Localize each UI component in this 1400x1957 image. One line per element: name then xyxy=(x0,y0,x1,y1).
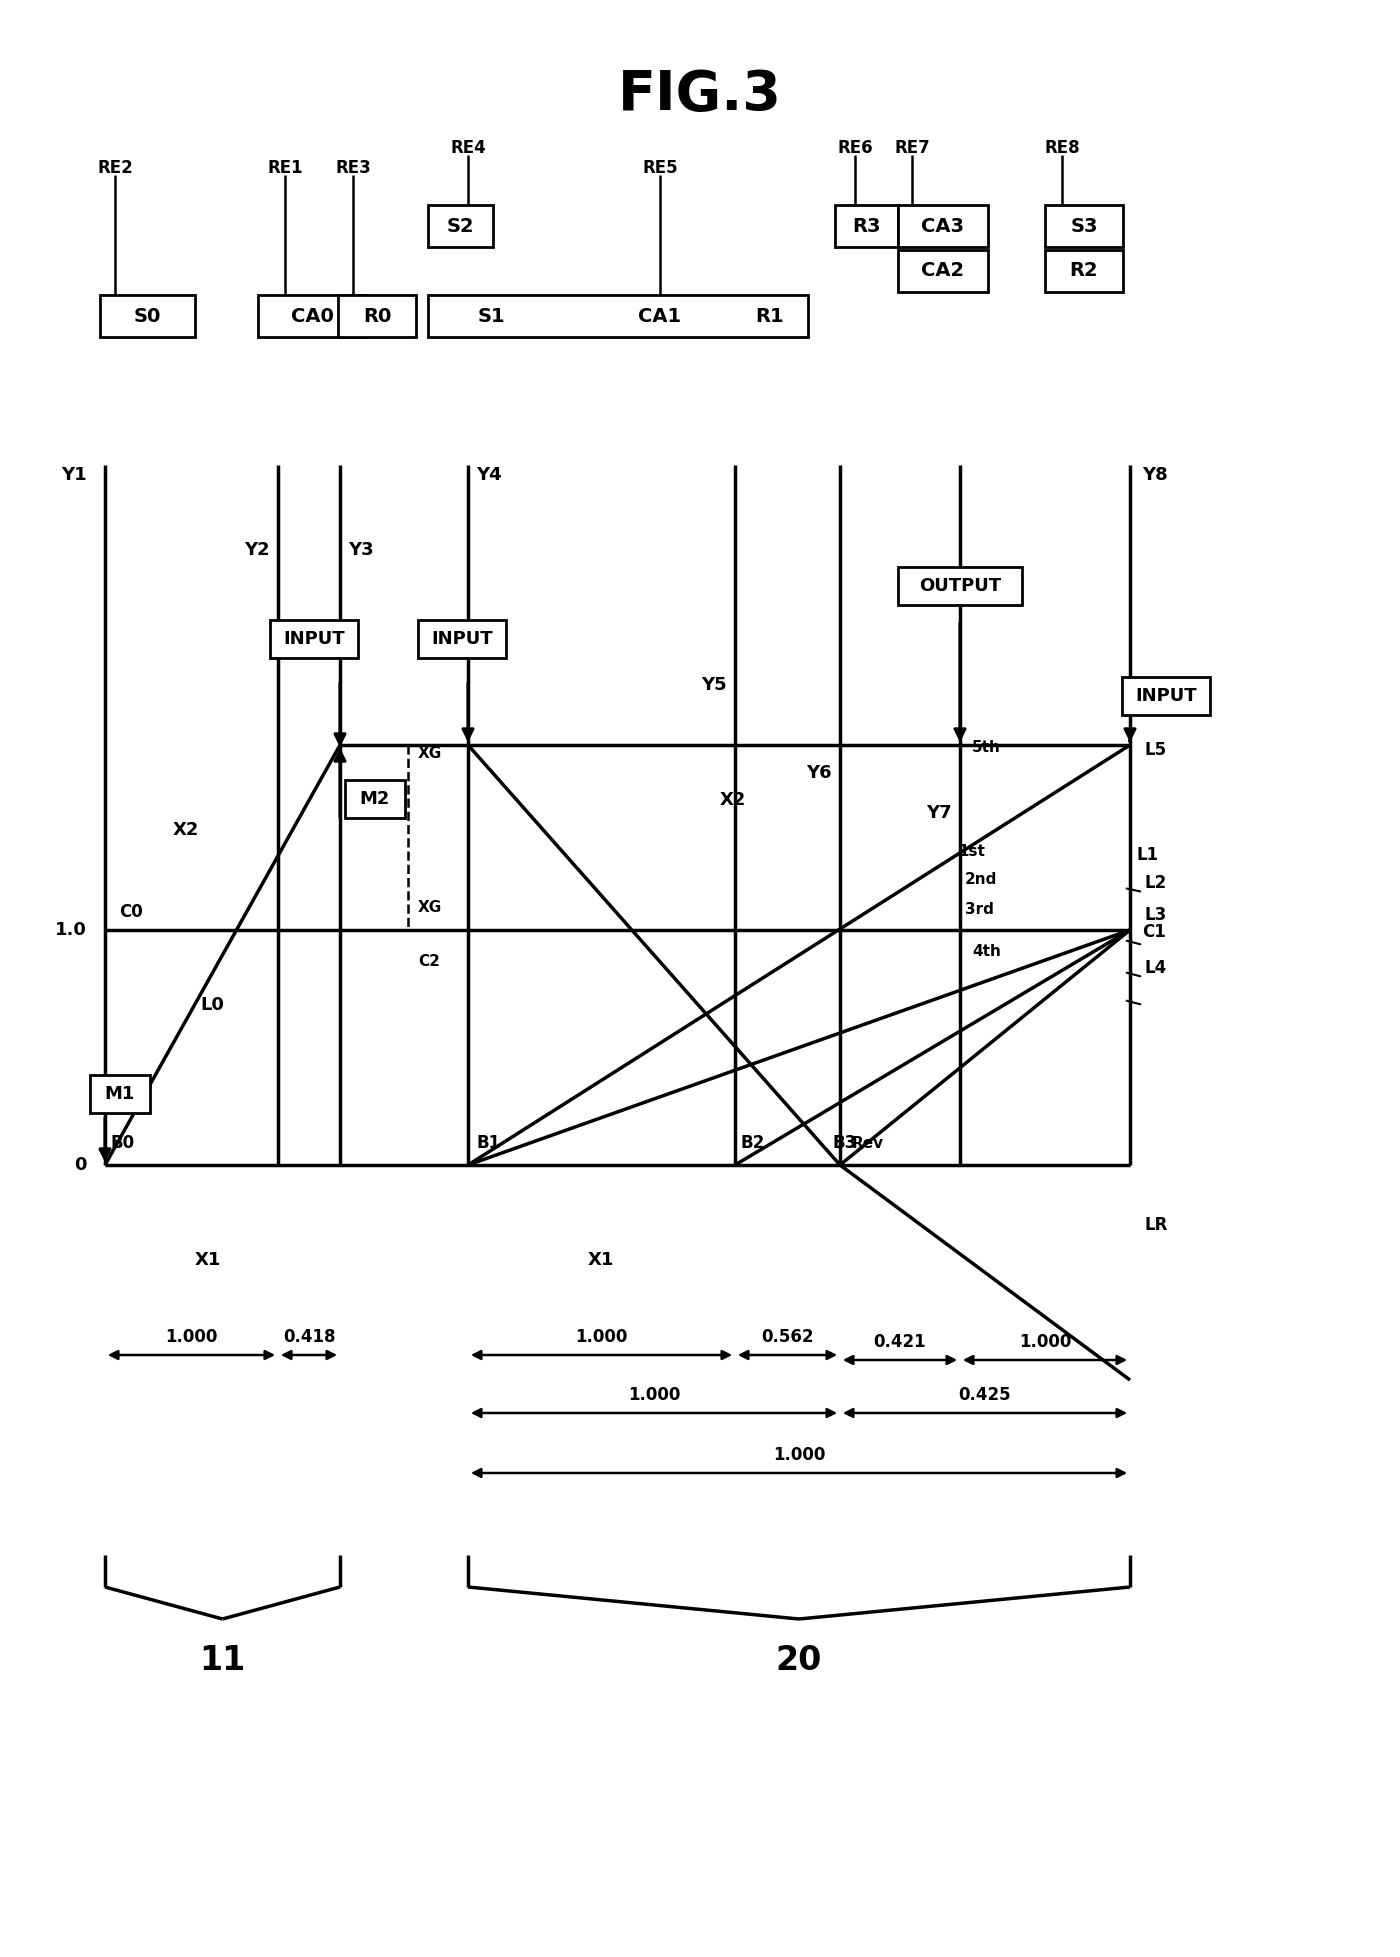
Text: 2nd: 2nd xyxy=(965,873,997,888)
Text: X1: X1 xyxy=(588,1251,615,1268)
Text: C1: C1 xyxy=(1142,924,1166,941)
Text: 1.000: 1.000 xyxy=(627,1386,680,1403)
Text: 0.425: 0.425 xyxy=(959,1386,1011,1403)
Text: C0: C0 xyxy=(119,902,143,922)
Text: Y3: Y3 xyxy=(349,540,374,560)
Text: 0.418: 0.418 xyxy=(283,1329,335,1346)
Text: S3: S3 xyxy=(1070,217,1098,235)
Text: 1.000: 1.000 xyxy=(1019,1333,1071,1350)
Bar xyxy=(90,1074,150,1114)
Bar xyxy=(834,205,897,247)
Bar xyxy=(897,205,988,247)
Text: RE1: RE1 xyxy=(267,159,302,176)
Text: X2: X2 xyxy=(174,822,199,840)
Text: B2: B2 xyxy=(741,1133,764,1153)
Text: 11: 11 xyxy=(199,1644,245,1677)
Text: S0: S0 xyxy=(133,307,161,325)
Text: Y8: Y8 xyxy=(1142,466,1168,483)
Bar xyxy=(897,568,1022,605)
Bar xyxy=(1044,250,1123,292)
Text: R0: R0 xyxy=(363,307,391,325)
Text: RE6: RE6 xyxy=(837,139,872,157)
Text: Y7: Y7 xyxy=(927,804,952,822)
Text: 1.0: 1.0 xyxy=(55,922,87,939)
Text: M2: M2 xyxy=(360,791,391,808)
Text: XG: XG xyxy=(419,746,442,761)
Text: CA0: CA0 xyxy=(291,307,333,325)
Text: 1st: 1st xyxy=(958,845,984,859)
Text: LR: LR xyxy=(1144,1215,1168,1235)
Text: L5: L5 xyxy=(1144,742,1166,759)
Text: RE8: RE8 xyxy=(1044,139,1079,157)
Text: X2: X2 xyxy=(720,791,746,808)
Text: 0.562: 0.562 xyxy=(760,1329,813,1346)
Text: L2: L2 xyxy=(1144,875,1166,892)
Text: L0: L0 xyxy=(200,996,224,1014)
Text: CA1: CA1 xyxy=(638,307,682,325)
Text: Y5: Y5 xyxy=(701,675,727,695)
Text: CA3: CA3 xyxy=(921,217,965,235)
Bar xyxy=(344,781,405,818)
Bar xyxy=(270,620,358,658)
Bar xyxy=(99,296,195,337)
Text: 0: 0 xyxy=(74,1157,87,1174)
Text: RE2: RE2 xyxy=(97,159,133,176)
Text: L4: L4 xyxy=(1144,959,1166,977)
Text: M1: M1 xyxy=(105,1084,136,1104)
Text: B1: B1 xyxy=(476,1133,500,1153)
Bar xyxy=(1121,677,1210,714)
Text: INPUT: INPUT xyxy=(431,630,493,648)
Text: B3: B3 xyxy=(832,1133,857,1153)
Text: RE7: RE7 xyxy=(895,139,930,157)
Text: XG: XG xyxy=(419,900,442,916)
Text: INPUT: INPUT xyxy=(283,630,344,648)
Text: R1: R1 xyxy=(756,307,784,325)
Text: INPUT: INPUT xyxy=(1135,687,1197,705)
Text: C2: C2 xyxy=(419,955,440,969)
Text: X1: X1 xyxy=(195,1251,221,1268)
Text: FIG.3: FIG.3 xyxy=(617,68,783,121)
Bar xyxy=(428,296,808,337)
Text: L1: L1 xyxy=(1135,845,1158,863)
Bar xyxy=(337,296,416,337)
Text: 1.000: 1.000 xyxy=(575,1329,627,1346)
Text: 3rd: 3rd xyxy=(965,902,994,918)
Text: B0: B0 xyxy=(111,1133,136,1153)
Text: R3: R3 xyxy=(851,217,881,235)
Text: RE5: RE5 xyxy=(643,159,678,176)
Text: S2: S2 xyxy=(447,217,473,235)
Text: 1.000: 1.000 xyxy=(773,1446,825,1464)
Bar xyxy=(258,296,365,337)
Text: 4th: 4th xyxy=(972,945,1001,959)
Text: Y2: Y2 xyxy=(245,540,270,560)
Text: 0.421: 0.421 xyxy=(874,1333,927,1350)
Text: RE3: RE3 xyxy=(335,159,371,176)
Bar xyxy=(1044,205,1123,247)
Text: Y4: Y4 xyxy=(476,466,501,483)
Text: 20: 20 xyxy=(776,1644,822,1677)
Text: OUTPUT: OUTPUT xyxy=(918,577,1001,595)
Text: RE4: RE4 xyxy=(451,139,486,157)
Text: R2: R2 xyxy=(1070,262,1099,280)
Text: 5th: 5th xyxy=(972,740,1001,755)
Text: Y6: Y6 xyxy=(806,763,832,783)
Bar xyxy=(428,205,493,247)
Text: S1: S1 xyxy=(477,307,505,325)
Text: L3: L3 xyxy=(1144,906,1166,924)
Text: 1.000: 1.000 xyxy=(165,1329,217,1346)
Text: Y1: Y1 xyxy=(62,466,87,483)
Bar xyxy=(419,620,505,658)
Bar xyxy=(897,250,988,292)
Text: CA2: CA2 xyxy=(921,262,965,280)
Text: Rev: Rev xyxy=(853,1135,885,1151)
